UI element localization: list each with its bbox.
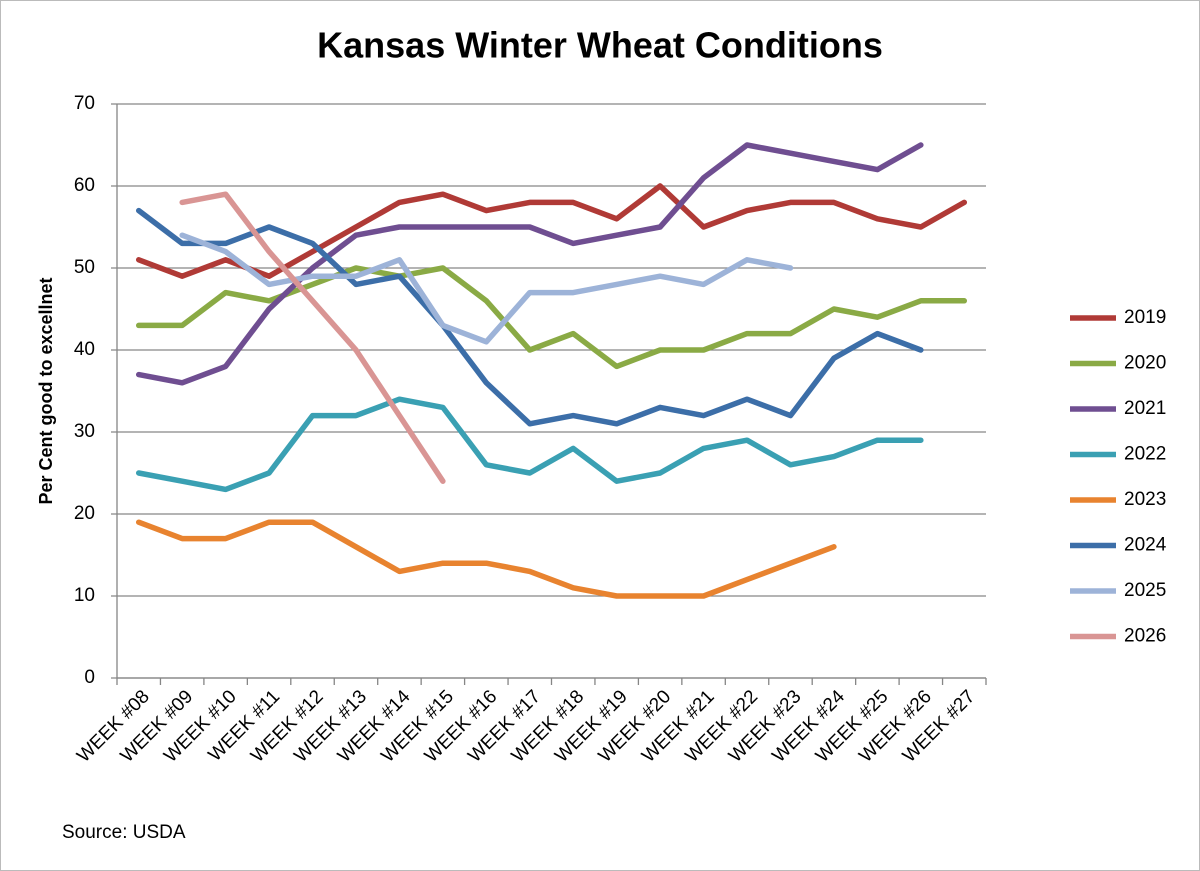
chart-title: Kansas Winter Wheat Conditions <box>317 25 883 66</box>
series-line <box>135 396 924 493</box>
y-tick-label: 30 <box>74 421 95 442</box>
y-tick-label: 40 <box>74 339 95 360</box>
legend-label: 2021 <box>1124 398 1166 419</box>
series-line <box>135 265 968 370</box>
series-line <box>135 519 837 599</box>
legend-label: 2020 <box>1124 353 1166 374</box>
y-tick-label: 20 <box>74 503 95 524</box>
y-tick-label: 10 <box>74 585 95 606</box>
legend-label: 2023 <box>1124 489 1166 510</box>
series-line <box>179 191 446 484</box>
y-tick-label: 0 <box>84 667 95 688</box>
source: Source: USDA <box>62 822 186 843</box>
y-tick-label: 50 <box>74 257 95 278</box>
series-line <box>135 142 924 386</box>
legend-label: 2025 <box>1124 580 1166 601</box>
legend-label: 2026 <box>1124 626 1166 647</box>
series-line <box>135 207 924 427</box>
series-line <box>135 183 968 279</box>
y-tick-label: 60 <box>74 175 95 196</box>
legend-label: 2022 <box>1124 444 1166 465</box>
series-line <box>179 232 794 345</box>
legend-label: 2024 <box>1124 535 1167 556</box>
y-tick-label: 70 <box>74 93 95 114</box>
y-axis-label: Per Cent good to excellnet <box>36 277 56 504</box>
legend-label: 2019 <box>1124 307 1166 328</box>
